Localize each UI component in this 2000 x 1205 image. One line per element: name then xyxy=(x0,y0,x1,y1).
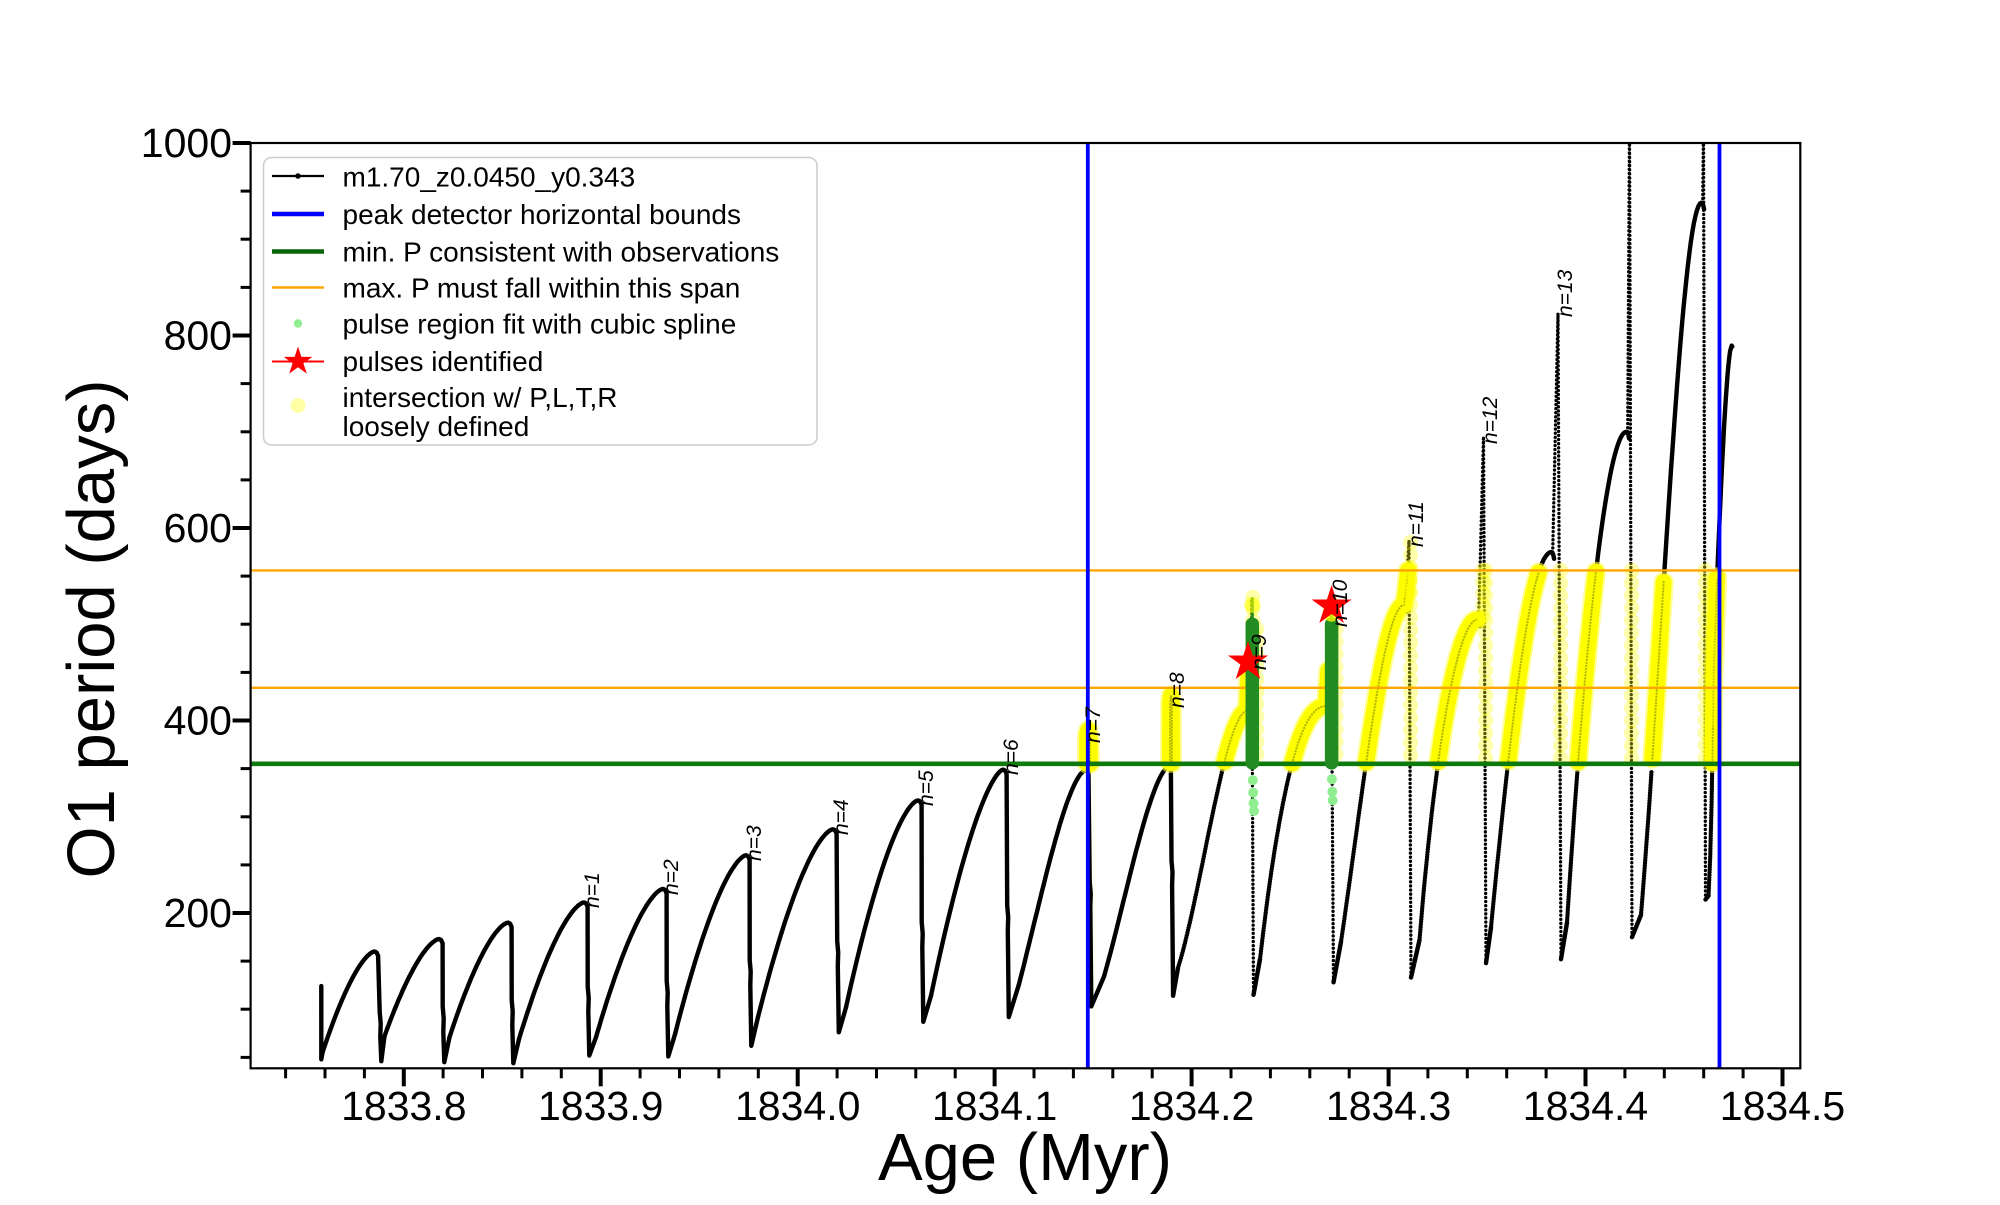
svg-text:1833.9: 1833.9 xyxy=(538,1083,663,1129)
svg-text:200: 200 xyxy=(164,890,232,936)
svg-text:pulses identified: pulses identified xyxy=(343,346,544,377)
svg-text:max. P must fall within this s: max. P must fall within this span xyxy=(343,273,741,304)
svg-text:intersection w/ P,L,T,R: intersection w/ P,L,T,R xyxy=(343,382,618,413)
svg-text:min. P consistent with observa: min. P consistent with observations xyxy=(343,237,780,268)
svg-text:n=9: n=9 xyxy=(1248,634,1271,670)
svg-text:n=3: n=3 xyxy=(743,825,766,861)
svg-text:n=5: n=5 xyxy=(915,770,938,806)
svg-text:1833.8: 1833.8 xyxy=(341,1083,466,1129)
svg-text:1000: 1000 xyxy=(141,120,232,166)
svg-text:pulse region fit with cubic sp: pulse region fit with cubic spline xyxy=(343,309,737,340)
svg-text:1834.0: 1834.0 xyxy=(735,1083,860,1129)
svg-text:peak detector horizontal bound: peak detector horizontal bounds xyxy=(343,199,742,230)
svg-text:800: 800 xyxy=(164,313,232,359)
svg-text:loosely defined: loosely defined xyxy=(343,411,530,442)
svg-text:m1.70_z0.0450_y0.343: m1.70_z0.0450_y0.343 xyxy=(343,162,636,193)
svg-text:n=1: n=1 xyxy=(581,872,604,908)
svg-text:n=10: n=10 xyxy=(1329,579,1352,627)
svg-text:n=7: n=7 xyxy=(1082,706,1105,743)
svg-text:O1 period (days): O1 period (days) xyxy=(54,380,129,879)
svg-text:600: 600 xyxy=(164,505,232,551)
svg-text:1834.4: 1834.4 xyxy=(1523,1083,1648,1129)
svg-text:1834.1: 1834.1 xyxy=(932,1083,1057,1129)
svg-text:400: 400 xyxy=(164,698,232,744)
svg-text:n=4: n=4 xyxy=(830,799,853,835)
svg-text:n=12: n=12 xyxy=(1479,396,1502,444)
svg-text:n=11: n=11 xyxy=(1405,501,1428,547)
svg-text:n=13: n=13 xyxy=(1554,269,1577,317)
svg-text:1834.5: 1834.5 xyxy=(1720,1083,1845,1129)
svg-text:1834.2: 1834.2 xyxy=(1129,1083,1254,1129)
svg-text:Age (Myr): Age (Myr) xyxy=(878,1120,1172,1195)
svg-text:1834.3: 1834.3 xyxy=(1326,1083,1451,1129)
svg-text:n=8: n=8 xyxy=(1166,672,1189,708)
svg-text:n=2: n=2 xyxy=(660,859,683,895)
svg-text:n=6: n=6 xyxy=(1000,739,1023,775)
